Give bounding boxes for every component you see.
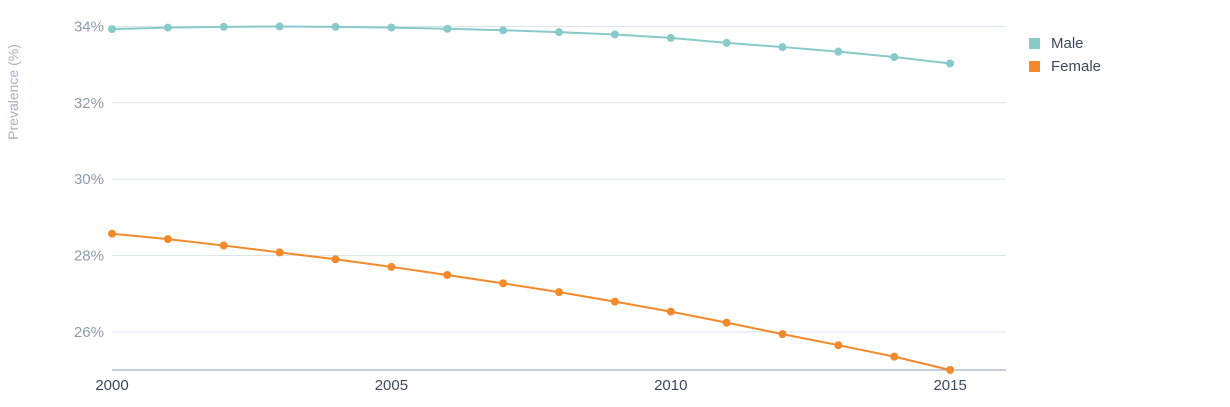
y-tick-label: 28% — [74, 247, 104, 264]
y-tick-label: 30% — [74, 171, 104, 188]
data-point — [890, 52, 899, 61]
data-point — [387, 23, 396, 32]
series-line — [111, 232, 952, 371]
y-tick-label: 32% — [74, 95, 104, 112]
legend-swatch-female — [1029, 61, 1040, 72]
data-point — [610, 30, 619, 39]
data-point — [331, 255, 340, 264]
data-point — [443, 270, 452, 279]
data-point — [275, 22, 284, 31]
data-point — [834, 341, 843, 350]
data-point — [387, 262, 396, 271]
y-axis-label: Prevalence (%) — [5, 44, 21, 140]
x-tick-label: 2015 — [933, 377, 966, 394]
data-point — [778, 43, 787, 52]
legend: Male Female — [1029, 35, 1101, 75]
axes: 26% 28% 30% 32% 34% 2000 2005 2010 2015 — [74, 18, 1006, 394]
data-point — [219, 241, 228, 250]
series-lines — [108, 22, 955, 374]
legend-swatch-male — [1029, 38, 1040, 49]
data-point — [163, 235, 172, 244]
data-point — [555, 288, 563, 297]
data-point — [890, 352, 899, 361]
data-point — [555, 28, 563, 37]
y-tick-label: 26% — [74, 324, 104, 341]
legend-label-female: Female — [1051, 58, 1101, 75]
data-point — [722, 318, 731, 327]
data-point — [946, 366, 955, 374]
data-point — [834, 47, 843, 56]
x-tick-label: 2005 — [375, 377, 408, 394]
data-point — [219, 22, 228, 31]
data-point — [722, 38, 731, 47]
data-point — [499, 279, 508, 288]
y-tick-label: 34% — [74, 18, 104, 35]
data-point — [108, 25, 116, 34]
x-tick-label: 2010 — [654, 377, 687, 394]
data-point — [275, 248, 284, 257]
series-line — [111, 25, 952, 65]
series-female — [108, 229, 955, 374]
data-point — [666, 307, 675, 316]
data-point — [666, 33, 675, 42]
data-point — [163, 23, 172, 32]
data-point — [108, 229, 116, 238]
data-point — [331, 22, 340, 31]
legend-label-male: Male — [1051, 35, 1084, 52]
gridlines — [112, 25, 1006, 333]
data-point — [610, 297, 619, 306]
data-point — [443, 24, 452, 33]
data-point — [778, 330, 787, 339]
series-male — [108, 22, 955, 68]
data-point — [946, 59, 955, 68]
data-point — [499, 26, 508, 35]
x-tick-label: 2000 — [95, 377, 128, 394]
